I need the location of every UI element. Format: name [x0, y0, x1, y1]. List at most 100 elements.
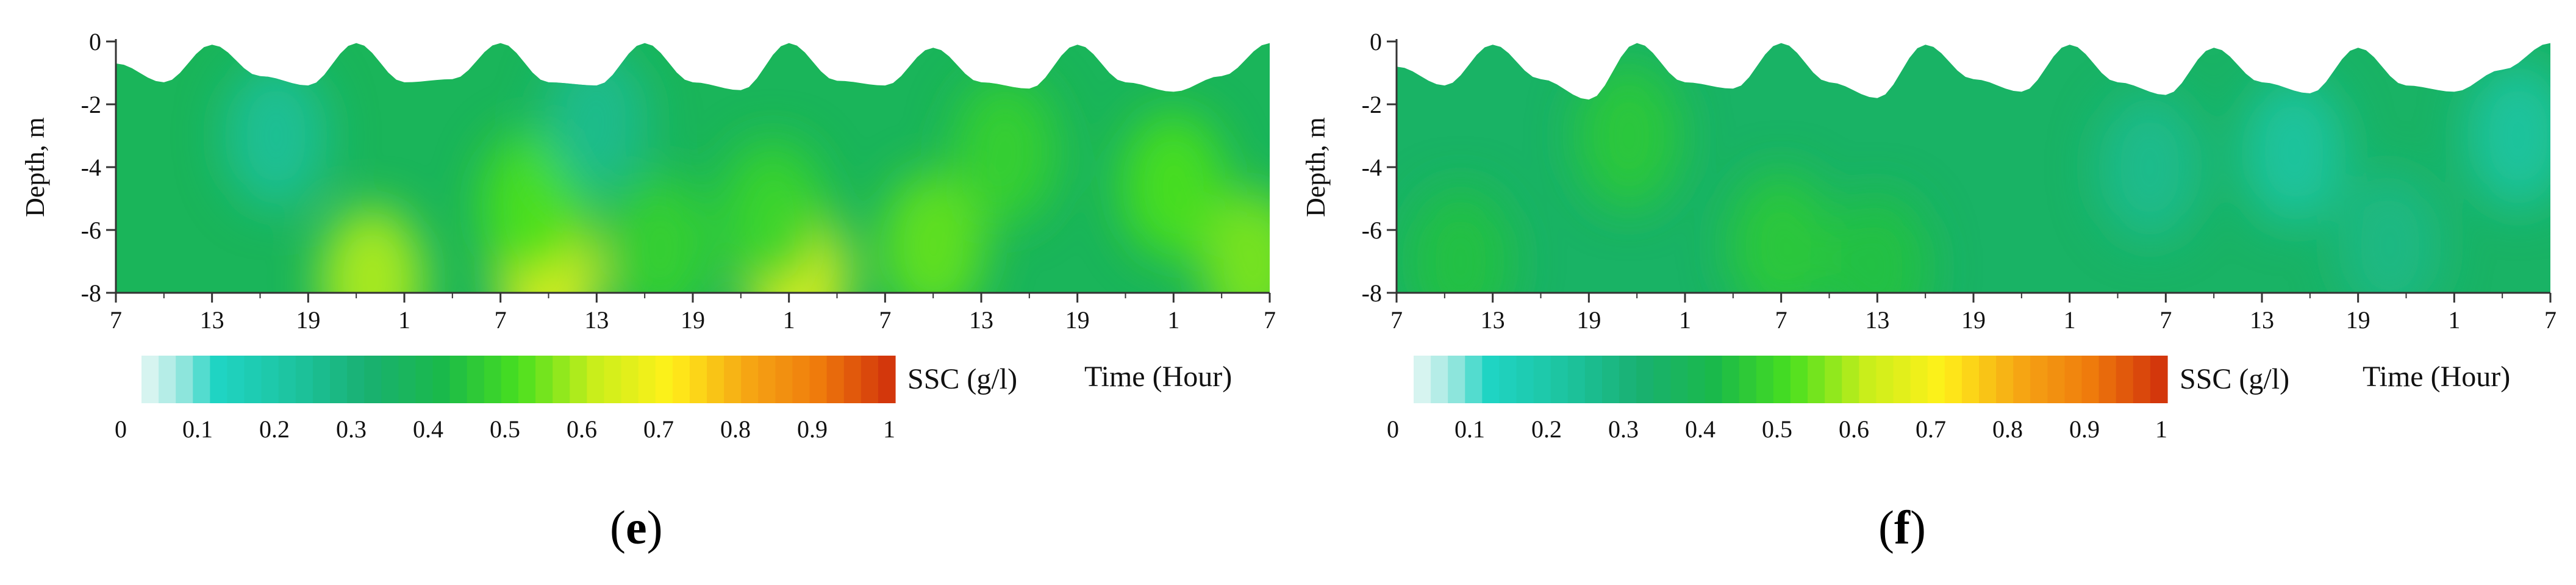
colorbar-segment [553, 356, 570, 403]
x-tick-label: 19 [2346, 306, 2370, 334]
x-tick-label: 7 [110, 306, 122, 334]
x-tick-label: 7 [495, 306, 507, 334]
colorbar-segment [244, 356, 262, 403]
colorbar: SSC (g/l) 0 0.1 0.2 0.3 0.4 0.5 0.6 0.7 0.8 0.9 1 [1387, 356, 2289, 443]
colorbar-segment [860, 356, 879, 403]
y-axis-label: Depth, m [20, 117, 50, 217]
x-tick-label: 13 [1865, 306, 1889, 334]
x-tick-label: 19 [296, 306, 320, 334]
colorbar-segment [587, 356, 605, 403]
colorbar-tick-label: 1 [2155, 415, 2167, 443]
colorbar-segment [1448, 356, 1465, 403]
panel-label-f: (f) [1878, 500, 1926, 555]
colorbar-segment [398, 356, 417, 403]
colorbar-segment [1739, 356, 1757, 403]
colorbar-tick-label: 0.7 [643, 415, 674, 443]
colorbar-segment [1927, 356, 1945, 403]
colorbar-segment [1653, 356, 1671, 403]
colorbar-tick-label: 0.4 [1685, 415, 1716, 443]
colorbar-segment [227, 356, 245, 403]
colorbar-segment [878, 356, 896, 403]
ssc-patch [2338, 172, 2442, 293]
colorbar-segment [826, 356, 845, 403]
colorbar-segment [501, 356, 519, 403]
colorbar-segment [655, 356, 673, 403]
ssc-patch [881, 172, 986, 293]
panel-label-f-open: ( [1878, 501, 1894, 554]
x-axis-label: Time (Hour) [1084, 361, 1232, 393]
y-tick-label: -6 [1362, 217, 1382, 244]
colorbar-segment [518, 356, 536, 403]
colorbar-segment [2133, 356, 2151, 403]
colorbar-segment [775, 356, 793, 403]
ssc-patch [1577, 62, 1681, 209]
y-tick-label: -4 [81, 154, 101, 181]
x-tick-label: 1 [1679, 306, 1691, 334]
x-tick-label: 7 [1264, 306, 1276, 334]
y-tick-label: 0 [89, 28, 101, 56]
x-tick-label: 1 [783, 306, 795, 334]
panel-label-e-open: ( [610, 501, 626, 554]
ssc-patch [953, 78, 1057, 225]
colorbar-segment [1636, 356, 1654, 403]
panel-label-e-letter: e [625, 501, 647, 554]
colorbar-segment [2116, 356, 2134, 403]
colorbar-segment [210, 356, 228, 403]
x-tick-label: 19 [1576, 306, 1601, 334]
x-tick-label: 1 [2064, 306, 2076, 334]
colorbar-segment [364, 356, 382, 403]
colorbar-segment [724, 356, 742, 403]
colorbar-segment [1431, 356, 1448, 403]
x-tick-label: 13 [200, 306, 224, 334]
colorbar-tick-label: 0.1 [182, 415, 213, 443]
ssc-patch [721, 141, 825, 288]
colorbar-tick-label: 0.9 [2069, 415, 2100, 443]
colorbar-segment [1705, 356, 1723, 403]
x-tick-label: 19 [1065, 306, 1090, 334]
colorbar-segment [1722, 356, 1740, 403]
colorbar-segment [330, 356, 348, 403]
colorbar-tick-label: 0.2 [259, 415, 290, 443]
x-tick-label: 7 [2159, 306, 2172, 334]
colorbar-tick-label: 0 [115, 415, 127, 443]
colorbar-segment [312, 356, 331, 403]
colorbar-tick-label: 0 [1387, 415, 1399, 443]
colorbar-label: SSC (g/l) [2180, 363, 2289, 395]
y-tick-label: -8 [81, 279, 101, 307]
x-axis-label: Time (Hour) [2363, 361, 2510, 393]
colorbar-segment [1979, 356, 1997, 403]
colorbar-segment [1533, 356, 1551, 403]
x-tick-label: 13 [969, 306, 993, 334]
colorbar-segment [159, 356, 176, 403]
colorbar-segment [1465, 356, 1483, 403]
colorbar-segment [449, 356, 468, 403]
colorbar-segment [741, 356, 759, 403]
ssc-patch [609, 175, 713, 293]
colorbar-segment [1773, 356, 1791, 403]
ssc-patch [2098, 94, 2202, 240]
colorbar-segment [1842, 356, 1859, 403]
colorbar-segment [809, 356, 828, 403]
colorbar-segment [484, 356, 502, 403]
colorbar: SSC (g/l) 0 0.1 0.2 0.3 0.4 0.5 0.6 0.7 0.8 0.9 1 [115, 356, 1017, 443]
colorbar-tick-label: 0.5 [490, 415, 520, 443]
y-tick-label: -4 [1362, 154, 1382, 181]
colorbar-segment [843, 356, 862, 403]
colorbar-segment [604, 356, 622, 403]
colorbar-label: SSC (g/l) [907, 363, 1017, 395]
heatmap-panel-f: 0 -2 -4 -6 -8 7 13 19 1 7 13 19 1 7 13 19 1 7 Depth, m Time… [1301, 28, 2556, 443]
colorbar-segment [467, 356, 485, 403]
x-tick-label: 19 [681, 306, 705, 334]
ssc-patch [1729, 172, 1833, 293]
colorbar-segment [689, 356, 707, 403]
colorbar-segment [1756, 356, 1774, 403]
ssc-patch [1122, 112, 1226, 259]
colorbar-segment [1602, 356, 1620, 403]
colorbar-segment [535, 356, 553, 403]
ssc-patch [1201, 191, 1270, 293]
y-tick-label: -6 [81, 217, 101, 244]
colorbar-segment [295, 356, 313, 403]
y-tick-label: 0 [1370, 28, 1382, 56]
colorbar-tick-label: 0.9 [797, 415, 828, 443]
colorbar-segment [707, 356, 724, 403]
